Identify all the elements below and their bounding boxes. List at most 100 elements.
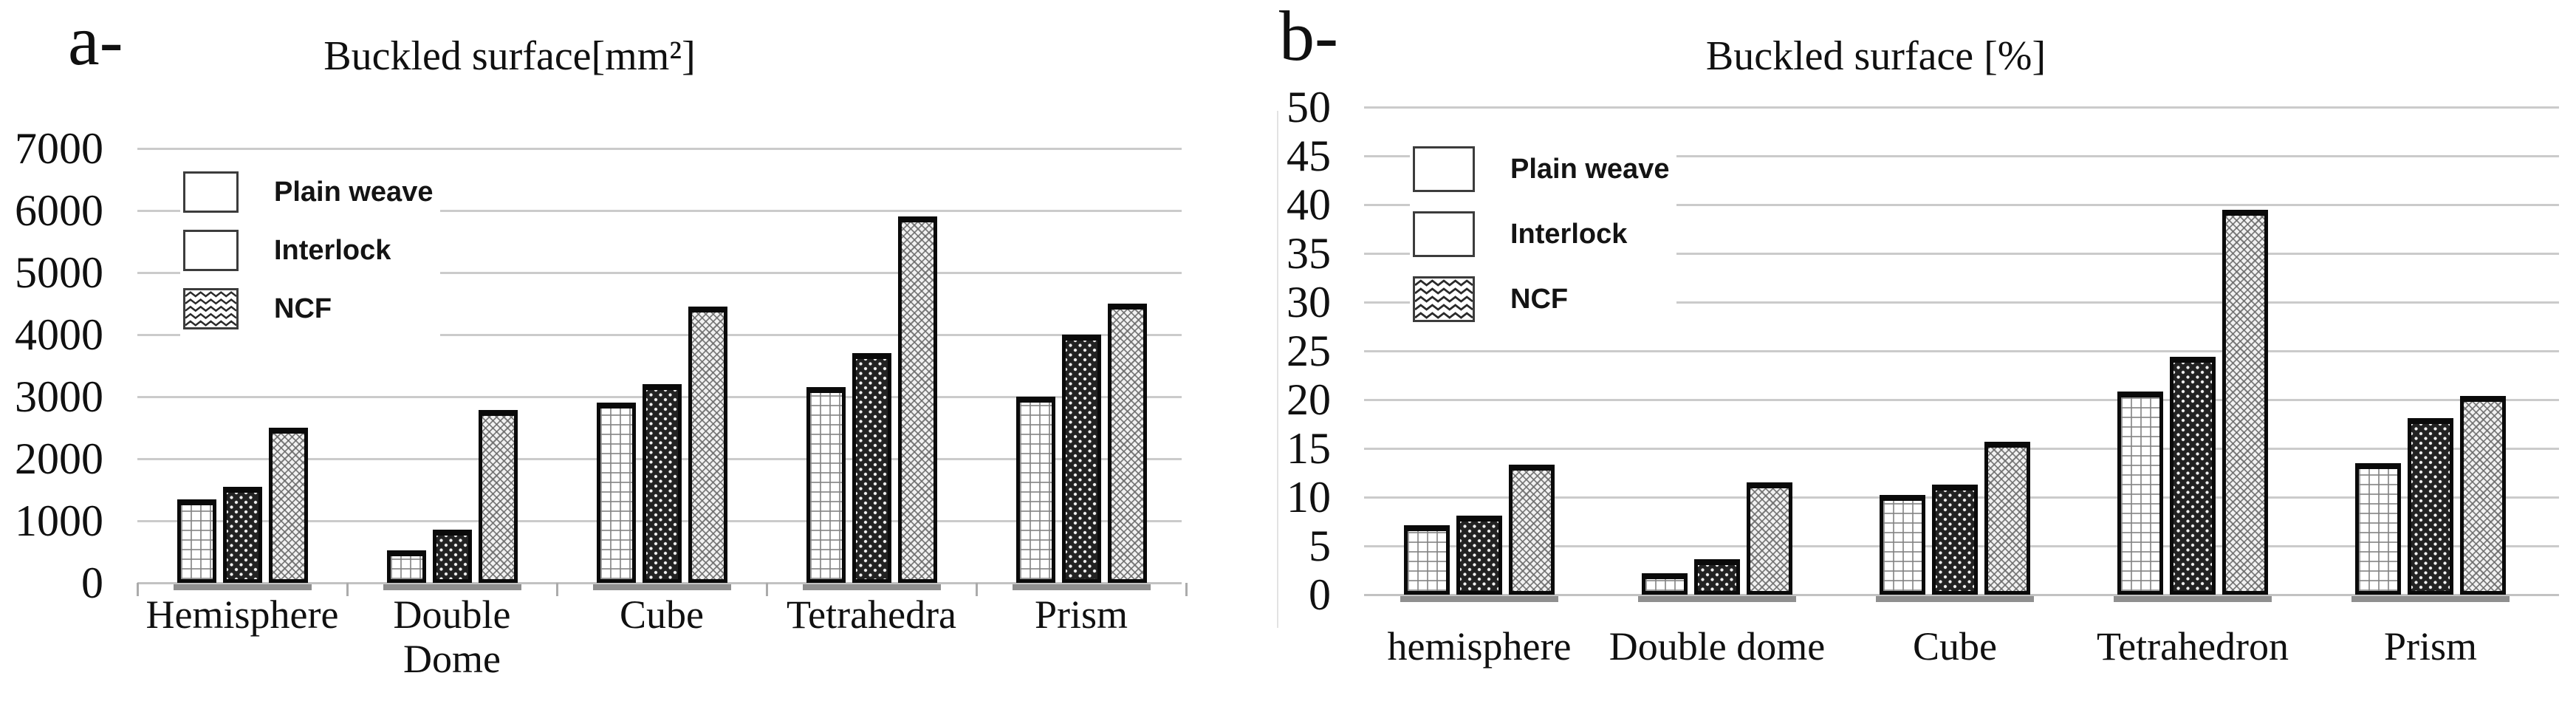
x-axis-label-cube: Cube <box>620 592 704 637</box>
gridline-6000 <box>137 209 1182 212</box>
bar-ncf-prism <box>1107 304 1147 583</box>
x-axis-tick <box>976 583 978 596</box>
gridline-40 <box>1364 203 2559 206</box>
bar-base-shadow <box>1981 596 2034 602</box>
y-axis-label-30: 30 <box>1287 278 1331 327</box>
y-axis-label-6000: 6000 <box>15 186 103 235</box>
bar-plain-weave-prism <box>1015 397 1055 583</box>
bar-base-shadow <box>2351 596 2405 602</box>
gridline-50 <box>1364 106 2559 109</box>
legend-label-interlock: Interlock <box>274 234 391 266</box>
y-axis-label-4000: 4000 <box>15 310 103 359</box>
bar-base-shadow <box>383 584 430 590</box>
x-axis-label-prism: Prism <box>1034 592 1128 637</box>
bar-ncf-double-dome <box>1747 482 1792 595</box>
bar-interlock-double-dome <box>432 529 472 583</box>
legend-item-plain-weave: Plain weave <box>1413 146 1669 192</box>
gridline-45 <box>1364 154 2559 157</box>
bar-base-shadow <box>894 584 941 590</box>
interlock-pattern-icon <box>1413 211 1475 257</box>
bar-base-shadow <box>1453 596 1506 602</box>
bar-base-shadow <box>1012 584 1059 590</box>
bar-plain-weave-double-dome <box>386 550 426 583</box>
y-axis-label-3000: 3000 <box>15 372 103 421</box>
legend-item-interlock: Interlock <box>1413 211 1669 257</box>
interlock-pattern-icon <box>183 230 239 271</box>
panel-b-legend: Plain weave Interlock NCF <box>1410 142 1677 329</box>
x-axis-label-hemisphere: hemisphere <box>1387 624 1572 669</box>
bar-base-shadow <box>802 584 849 590</box>
bar-interlock-prism <box>2408 418 2453 595</box>
x-axis-label-double-dome: Double dome <box>1609 624 1826 669</box>
panel-a-legend: Plain weave Interlock NCF <box>180 167 441 337</box>
gridline-4000 <box>137 333 1182 336</box>
bar-base-shadow <box>2456 596 2510 602</box>
bar-base-shadow <box>2114 596 2167 602</box>
bar-ncf-prism <box>2460 395 2506 595</box>
bar-ncf-hemisphere <box>268 428 308 583</box>
bar-interlock-double-dome <box>1694 559 1740 595</box>
x-axis-label-double-dome: Double Dome <box>393 592 511 681</box>
gridline-5000 <box>137 271 1182 274</box>
panel-a-label: a- <box>68 1 123 80</box>
bar-base-shadow <box>2219 596 2272 602</box>
bar-interlock-prism <box>1061 335 1101 583</box>
bar-base-shadow <box>2404 596 2457 602</box>
x-axis-label-cube: Cube <box>1913 624 1997 669</box>
bar-base-shadow <box>2166 596 2219 602</box>
y-axis-label-10: 10 <box>1287 473 1331 522</box>
bar-interlock-cube <box>1932 484 1978 595</box>
y-axis-label-40: 40 <box>1287 180 1331 229</box>
x-axis-tick <box>1185 583 1188 596</box>
gridline-30 <box>1364 301 2559 304</box>
legend-label-plain-weave: Plain weave <box>1510 153 1670 185</box>
bar-base-shadow <box>1928 596 1981 602</box>
x-axis-label-tetrahedra: Tetrahedra <box>786 592 957 637</box>
panel-b-label: b- <box>1279 0 1338 75</box>
bar-plain-weave-cube <box>596 403 636 583</box>
gridline-35 <box>1364 252 2559 255</box>
bar-base-shadow <box>684 584 731 590</box>
bar-base-shadow <box>1743 596 1796 602</box>
panel-a-title: Buckled surface[mm²] <box>323 33 696 79</box>
gridline-20 <box>1364 398 2559 401</box>
y-axis-label-5: 5 <box>1309 522 1331 570</box>
legend-label-ncf: NCF <box>274 293 332 324</box>
bar-interlock-tetrahedron <box>2170 356 2216 595</box>
legend-item-interlock: Interlock <box>183 230 433 271</box>
bar-plain-weave-tetrahedra <box>806 387 846 583</box>
gridline-15 <box>1364 447 2559 450</box>
bar-base-shadow <box>638 584 685 590</box>
x-axis-tick <box>137 583 139 596</box>
legend-label-plain-weave: Plain weave <box>274 176 434 208</box>
bar-interlock-hemisphere <box>1456 516 1502 595</box>
bar-plain-weave-tetrahedron <box>2117 392 2163 595</box>
ncf-pattern-icon <box>1413 276 1475 322</box>
bar-base-shadow <box>1400 596 1453 602</box>
y-axis-label-5000: 5000 <box>15 248 103 297</box>
x-axis-label-tetrahedron: Tetrahedron <box>2096 624 2289 669</box>
bar-base-shadow <box>1690 596 1744 602</box>
bar-ncf-cube <box>1984 441 2030 595</box>
legend-item-plain-weave: Plain weave <box>183 171 433 213</box>
gridline-0 <box>137 581 1182 584</box>
y-axis-label-25: 25 <box>1287 327 1331 375</box>
gridline-7000 <box>137 147 1182 150</box>
y-axis-label-50: 50 <box>1287 83 1331 131</box>
bar-base-shadow <box>1638 596 1691 602</box>
bar-base-shadow <box>474 584 521 590</box>
y-axis-label-7000: 7000 <box>15 124 103 173</box>
bar-base-shadow <box>1876 596 1929 602</box>
bar-plain-weave-double-dome <box>1642 573 1688 595</box>
bar-ncf-double-dome <box>478 410 518 583</box>
gridline-0 <box>1364 593 2559 596</box>
bar-plain-weave-hemisphere <box>177 499 216 583</box>
y-axis-label-20: 20 <box>1287 375 1331 424</box>
bar-plain-weave-prism <box>2355 462 2401 595</box>
y-axis-label-1000: 1000 <box>15 496 103 545</box>
legend-label-interlock: Interlock <box>1510 218 1628 250</box>
plain-weave-pattern-icon <box>1413 146 1475 192</box>
y-axis-label-35: 35 <box>1287 229 1331 278</box>
